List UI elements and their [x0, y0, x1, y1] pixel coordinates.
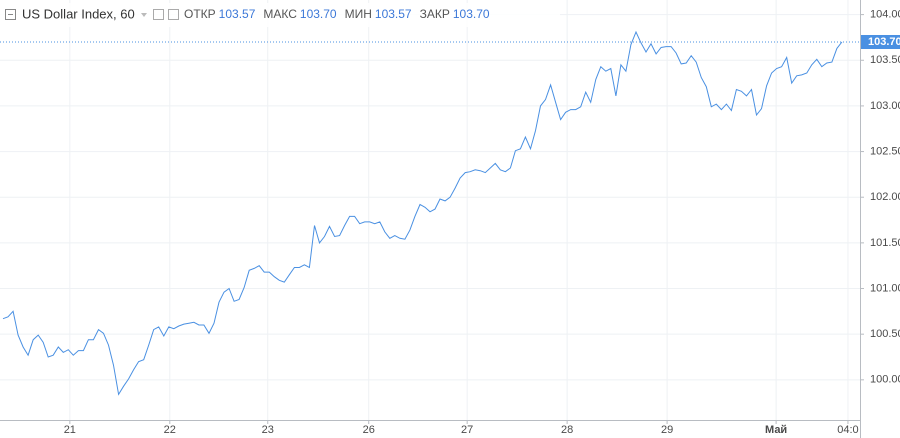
price-line — [2, 30, 843, 396]
ohlc-value: 103.57 — [375, 7, 412, 21]
y-tick-label: 102.50 — [870, 145, 900, 157]
y-tick-label: 103.50 — [870, 54, 900, 66]
x-tick-label: 23 — [262, 424, 274, 436]
dropdown-caret[interactable] — [141, 13, 147, 17]
x-tick-label: 29 — [661, 424, 673, 436]
x-tick-label: 26 — [363, 424, 375, 436]
x-tick-label: 22 — [164, 424, 176, 436]
y-tick-label: 101.00 — [870, 282, 900, 294]
y-tick-label: 103.00 — [870, 100, 900, 112]
y-tick-label: 100.50 — [870, 328, 900, 340]
hide-icon[interactable] — [168, 9, 179, 20]
x-tick-label: Май — [765, 424, 787, 436]
y-tick-label: 104.00 — [870, 9, 900, 21]
ohlc-label: МАКС — [263, 7, 297, 21]
ohlc-label: МИН — [345, 7, 372, 21]
settings-icon[interactable] — [153, 9, 164, 20]
y-tick-label: 102.00 — [870, 191, 900, 203]
ohlc-label: ЗАКР — [420, 7, 450, 21]
ohlc-legend: ОТКР 103.57 МАКС 103.70 МИН 103.57 ЗАКР 103.70 — [184, 7, 490, 21]
y-tick-label: 100.00 — [870, 374, 900, 386]
header-bg — [0, 3, 560, 27]
x-tick-label: 27 — [461, 424, 473, 436]
ohlc-value: 103.57 — [219, 7, 256, 21]
last-price-badge — [861, 35, 900, 49]
y-tick-label: 101.50 — [870, 237, 900, 249]
ohlc-value: 103.70 — [300, 7, 337, 21]
chart-title: US Dollar Index, 60 — [22, 6, 135, 21]
ohlc-label: ОТКР — [184, 7, 216, 21]
plot-layer — [0, 0, 860, 420]
x-tick-label: 04:0 — [837, 424, 858, 436]
x-tick-label: 21 — [64, 424, 76, 436]
ohlc-value: 103.70 — [453, 7, 490, 21]
x-tick-label: 28 — [561, 424, 573, 436]
collapse-icon[interactable] — [5, 9, 16, 20]
last-price-label: 103.70 — [868, 36, 900, 48]
